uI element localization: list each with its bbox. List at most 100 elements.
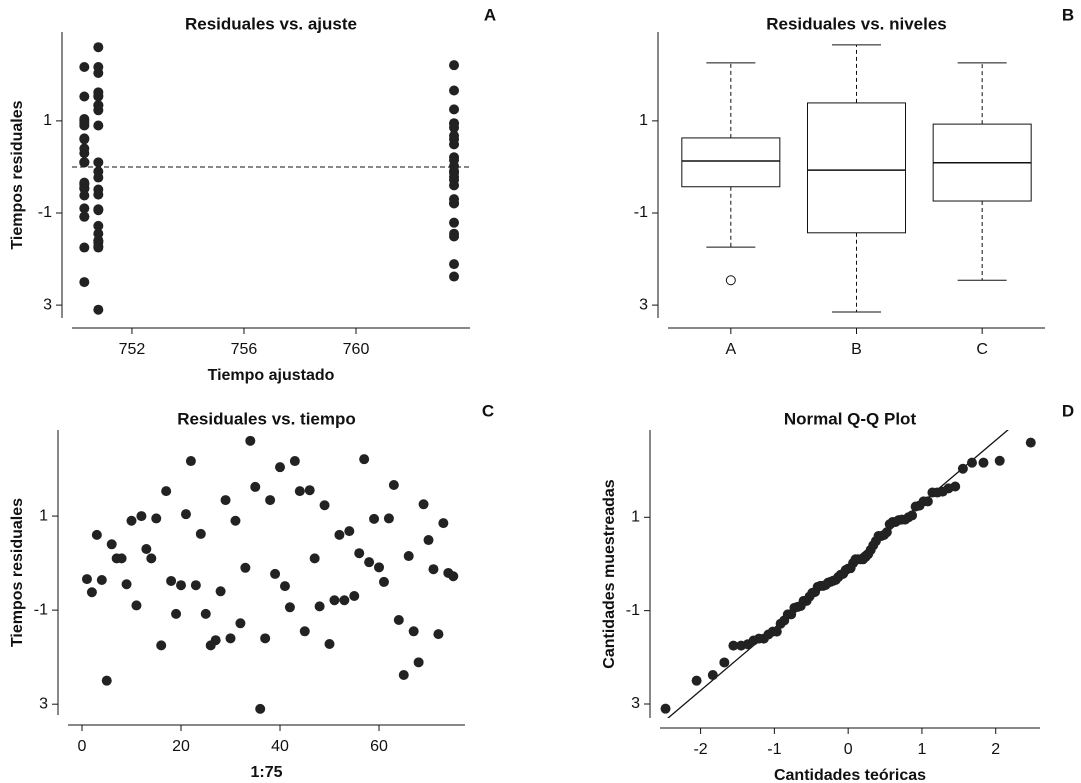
outlier <box>725 275 736 286</box>
point <box>93 120 104 131</box>
x-tick-label: 756 <box>231 341 258 358</box>
x-axis-title: Tiempo ajustado <box>208 367 335 384</box>
y-tick-label: -1 <box>634 204 648 221</box>
panel-title: Residuales vs. tiempo <box>177 409 356 428</box>
point <box>418 499 429 510</box>
point <box>96 575 107 586</box>
point <box>79 190 90 201</box>
point <box>245 435 256 446</box>
point <box>146 553 157 564</box>
point <box>378 576 389 587</box>
point <box>79 148 90 159</box>
point <box>449 271 460 282</box>
point <box>93 220 104 231</box>
point <box>364 557 375 568</box>
point <box>176 580 187 591</box>
point <box>289 456 300 467</box>
y-axis-title: Tiempos residuales <box>9 498 26 647</box>
point <box>200 608 211 619</box>
point <box>449 139 460 150</box>
panel-label: C <box>482 401 494 420</box>
point <box>79 62 90 73</box>
point <box>215 586 226 597</box>
panel-title: Residuales vs. niveles <box>766 14 947 33</box>
point <box>719 657 730 668</box>
point <box>79 203 90 214</box>
point <box>284 602 295 613</box>
point <box>79 114 90 125</box>
point <box>374 562 385 573</box>
point <box>728 640 739 651</box>
point <box>349 591 360 602</box>
point <box>428 564 439 575</box>
point <box>449 231 460 242</box>
point <box>881 527 892 538</box>
x-tick-label: C <box>976 341 988 358</box>
panel-title: Normal Q-Q Plot <box>784 409 917 428</box>
point <box>240 562 251 573</box>
point <box>151 513 162 524</box>
point <box>398 670 409 681</box>
x-tick-label: 40 <box>271 738 289 755</box>
point <box>195 528 206 539</box>
point <box>1025 437 1036 448</box>
point <box>449 122 460 133</box>
point <box>369 513 380 524</box>
point <box>660 703 671 714</box>
point <box>275 462 286 473</box>
point <box>79 91 90 102</box>
point <box>93 90 104 101</box>
point <box>359 454 370 465</box>
point <box>270 568 281 579</box>
point <box>314 601 325 612</box>
point <box>79 183 90 194</box>
y-tick-label: 1 <box>39 507 48 524</box>
x-axis-title: Cantidades teóricas <box>774 767 926 783</box>
point <box>978 457 989 468</box>
box <box>681 137 781 188</box>
point <box>449 155 460 166</box>
point <box>93 42 104 53</box>
point <box>771 626 782 637</box>
box <box>806 102 907 234</box>
x-tick-label: A <box>725 341 736 358</box>
y-tick-label: 3 <box>631 695 640 712</box>
point <box>344 526 355 537</box>
panel-label: A <box>484 5 496 24</box>
point <box>324 638 335 649</box>
point <box>126 515 137 526</box>
point <box>950 481 961 492</box>
point <box>449 259 460 270</box>
point <box>93 304 104 315</box>
point <box>93 184 104 195</box>
point <box>388 480 399 491</box>
point <box>339 595 350 606</box>
point <box>166 575 177 586</box>
point <box>79 157 90 168</box>
point <box>966 457 977 468</box>
y-tick-label: -1 <box>38 204 52 221</box>
point <box>449 104 460 115</box>
y-tick-label: -1 <box>626 602 640 619</box>
point <box>433 629 444 640</box>
point <box>334 529 345 540</box>
point <box>255 703 266 714</box>
point <box>449 130 460 141</box>
point <box>86 587 97 598</box>
point <box>171 608 182 619</box>
y-axis-title: Tiempos residuales <box>9 100 26 249</box>
panel-label: B <box>1062 5 1074 24</box>
x-axis-title: 1:75 <box>250 764 282 781</box>
y-tick-label: 1 <box>43 112 52 129</box>
point <box>907 510 918 521</box>
point <box>93 157 104 168</box>
y-tick-label: 3 <box>39 695 48 712</box>
point <box>393 615 404 625</box>
point <box>691 675 702 686</box>
point <box>79 133 90 144</box>
point <box>994 455 1005 466</box>
point <box>408 626 419 637</box>
panel-label: D <box>1062 401 1074 420</box>
point <box>957 463 968 474</box>
point <box>220 495 231 506</box>
